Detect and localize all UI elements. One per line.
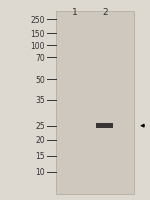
Text: 150: 150 [30,30,45,38]
Text: 100: 100 [30,42,45,50]
Bar [96,123,113,129]
Text: 1: 1 [72,8,78,17]
Text: 50: 50 [35,76,45,84]
Text: 20: 20 [35,136,45,144]
Text: 25: 25 [35,122,45,130]
Text: 2: 2 [102,8,108,17]
Bar [56,12,134,194]
Text: 250: 250 [30,16,45,24]
Text: 15: 15 [35,152,45,160]
Text: 70: 70 [35,54,45,62]
Text: 35: 35 [35,96,45,104]
Text: 10: 10 [35,168,45,176]
